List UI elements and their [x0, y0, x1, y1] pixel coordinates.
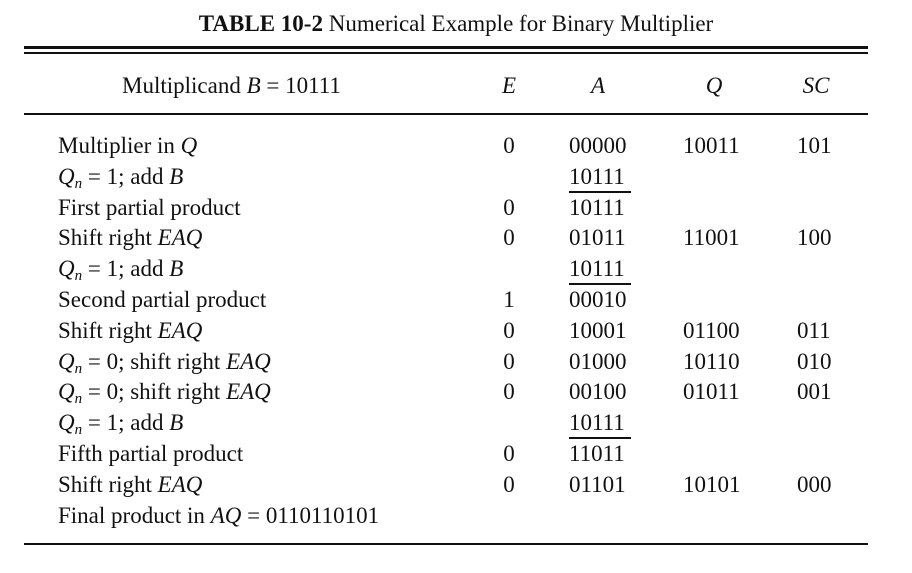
row-description: Second partial product	[58, 286, 266, 314]
register-variable: B	[169, 256, 184, 281]
column-header-sc: SC	[802, 73, 830, 98]
register-variable: B	[169, 410, 184, 435]
register-variable: EAQ	[157, 472, 203, 497]
column-header-a: A	[590, 73, 606, 98]
cell-q: 01100	[683, 318, 740, 343]
register-variable: EAQ	[157, 318, 203, 343]
header-rule	[24, 113, 868, 115]
row-description: Qn = 1; add B	[58, 163, 184, 192]
subscript: n	[74, 176, 83, 192]
cell-q: 01011	[683, 379, 740, 404]
row-description-text: Shift right	[58, 472, 158, 497]
row-description: Qn = 0; shift right EAQ	[58, 348, 271, 377]
cell-sc: 100	[797, 225, 832, 250]
cell-a: 10111	[569, 255, 635, 285]
multiplicand-header: Multiplicand B = 10111	[122, 72, 341, 100]
row-description-text: Q	[58, 410, 75, 435]
subscript: n	[74, 361, 83, 377]
cell-sc: 011	[797, 318, 831, 343]
table-title: Numerical Example for Binary Multiplier	[328, 11, 714, 36]
register-variable: B	[169, 164, 184, 189]
row-description: Final product in AQ = 0110110101	[58, 502, 379, 530]
cell-e: 0	[503, 349, 515, 374]
row-description-text: Shift right	[58, 318, 158, 343]
cell-a: 10111	[569, 195, 625, 220]
cell-e: 0	[503, 133, 515, 158]
row-description-operation: = 1; add	[82, 410, 170, 435]
register-variable: EAQ	[226, 349, 271, 374]
row-description: Fifth partial product	[58, 440, 243, 468]
row-description-operation: = 1; add	[82, 164, 170, 189]
cell-q: 10011	[683, 133, 740, 158]
cell-q: 10110	[683, 349, 740, 374]
column-header-e: E	[501, 73, 517, 98]
cell-e: 0	[503, 195, 515, 220]
row-description: Qn = 1; add B	[58, 255, 184, 284]
register-variable: Q	[180, 133, 198, 158]
cell-e: 0	[503, 318, 515, 343]
register-variable: AQ	[210, 503, 242, 528]
cell-a: 01011	[569, 225, 626, 250]
row-description-operation: = 1; add	[82, 256, 170, 281]
row-description: Qn = 0; shift right EAQ	[58, 378, 271, 407]
row-description-text: First partial product	[58, 195, 241, 220]
cell-e: 0	[503, 379, 515, 404]
final-product-value: = 0110110101	[241, 503, 380, 528]
table-caption: TABLE 10-2 Numerical Example for Binary …	[0, 10, 912, 38]
cell-a: 10001	[569, 318, 627, 343]
row-description: Shift right EAQ	[58, 471, 202, 499]
row-description-text: Final product in	[58, 503, 211, 528]
cell-sc: 010	[797, 349, 832, 374]
multiplicand-value: = 10111	[266, 73, 341, 98]
cell-a: 00000	[569, 133, 627, 158]
table-number: TABLE 10-2	[198, 11, 323, 36]
row-description-text: Q	[58, 256, 75, 281]
register-variable: EAQ	[157, 225, 203, 250]
row-description-text: Fifth partial product	[58, 441, 244, 466]
bottom-rule	[24, 543, 868, 545]
row-description-text: Q	[58, 379, 75, 404]
cell-q: 10101	[683, 472, 741, 497]
cell-sc: 000	[797, 472, 832, 497]
subscript: n	[74, 268, 83, 284]
multiplicand-label: Multiplicand	[122, 73, 241, 98]
row-description-text: Q	[58, 164, 75, 189]
cell-e: 1	[503, 287, 515, 312]
cell-q: 11001	[683, 225, 740, 250]
row-description-text: Multiplier in	[58, 133, 181, 158]
row-description: Shift right EAQ	[58, 317, 202, 345]
row-description-text: Shift right	[58, 225, 158, 250]
row-description: Shift right EAQ	[58, 224, 202, 252]
cell-a: 01101	[569, 472, 626, 497]
cell-e: 0	[503, 441, 515, 466]
cell-sc: 101	[797, 133, 832, 158]
row-description-operation: = 0; shift right	[82, 349, 227, 374]
subscript: n	[74, 391, 83, 407]
top-rule-second	[24, 52, 868, 54]
cell-a: 00010	[569, 287, 627, 312]
cell-a: 11011	[569, 441, 625, 466]
cell-a: 10111	[569, 163, 635, 193]
row-description-operation: = 0; shift right	[82, 379, 227, 404]
row-description: Multiplier in Q	[58, 132, 197, 160]
row-description-text: Q	[58, 349, 75, 374]
top-rule	[24, 46, 868, 49]
row-description: Qn = 1; add B	[58, 409, 184, 438]
row-description-text: Second partial product	[58, 287, 267, 312]
cell-e: 0	[503, 225, 515, 250]
cell-a: 01000	[569, 349, 627, 374]
register-variable: EAQ	[226, 379, 271, 404]
column-header-q: Q	[705, 73, 723, 98]
cell-a: 10111	[569, 409, 635, 439]
cell-e: 0	[503, 472, 515, 497]
subscript: n	[74, 422, 83, 438]
multiplicand-variable: B	[246, 73, 261, 98]
cell-sc: 001	[797, 379, 832, 404]
row-description: First partial product	[58, 194, 241, 222]
cell-a: 00100	[569, 379, 627, 404]
